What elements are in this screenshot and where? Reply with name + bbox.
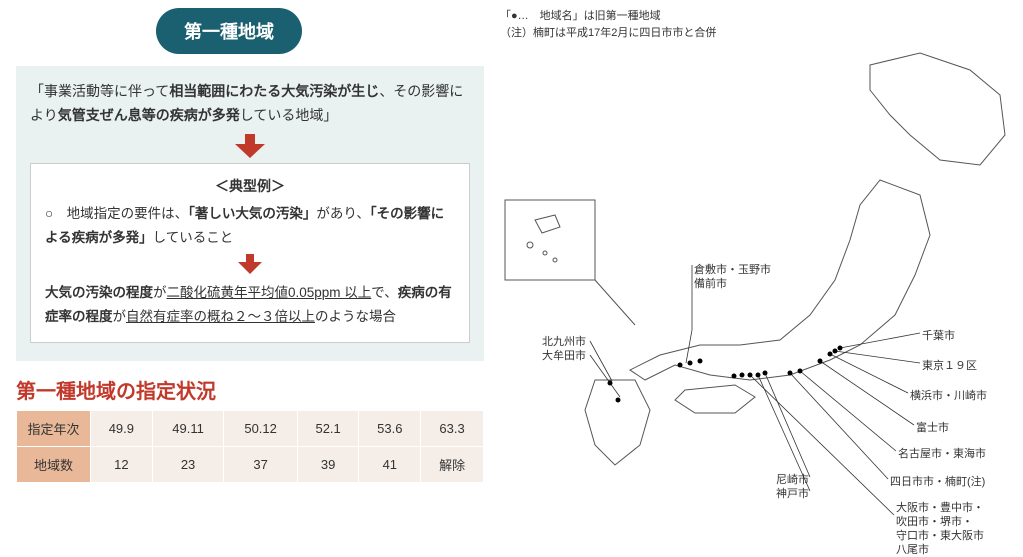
right-panel: 「●… 地域名」は旧第一種地域 （注）楠町は平成17年2月に四日市市と合併	[500, 8, 1020, 538]
example-box: ＜典型例＞ ○ 地域指定の要件は、「著しい大気の汚染」があり、「その影響による疾…	[30, 163, 470, 343]
legend-line: （注）楠町は平成17年2月に四日市市と合併	[500, 25, 1020, 42]
arrow-down-icon	[30, 134, 470, 161]
example-line1: ○ 地域指定の要件は、「著しい大気の汚染」があり、「その影響による疾病が多発」し…	[45, 202, 455, 251]
row-header: 指定年次	[17, 410, 91, 446]
map-label: 大阪市・豊中市・	[896, 501, 984, 515]
japan-map-svg	[500, 45, 1020, 545]
row-header: 地域数	[17, 446, 91, 482]
table-title: 第一種地域の指定状況	[16, 375, 484, 404]
legend: 「●… 地域名」は旧第一種地域 （注）楠町は平成17年2月に四日市市と合併	[500, 8, 1020, 41]
map-label: 千葉市	[922, 329, 955, 343]
map-label: 備前市	[694, 277, 727, 291]
map-label: 北九州市	[542, 335, 586, 349]
map-label: 富士市	[916, 421, 949, 435]
map-label: 名古屋市・東海市	[898, 447, 986, 461]
map-label: 倉敷市・玉野市	[694, 263, 771, 277]
map-label: 四日市市・楠町(注)	[890, 475, 985, 489]
region-badge: 第一種地域	[156, 8, 302, 54]
arrow-down-icon	[45, 254, 455, 277]
table-row: 地域数 12 23 37 39 41 解除	[17, 446, 484, 482]
map-label: 横浜市・川崎市	[910, 389, 987, 403]
description: 「事業活動等に伴って相当範囲にわたる大気汚染が生じ、その影響により気管支ぜん息等…	[30, 80, 470, 128]
japan-map: 倉敷市・玉野市備前市北九州市大牟田市 千葉市東京１９区横浜市・川崎市富士市名古屋市…	[500, 45, 1020, 545]
map-label: 東京１９区	[922, 359, 977, 373]
legend-line: 「●… 地域名」は旧第一種地域	[500, 8, 1020, 25]
left-panel: 第一種地域 「事業活動等に伴って相当範囲にわたる大気汚染が生じ、その影響により気…	[16, 8, 484, 483]
info-box: 「事業活動等に伴って相当範囲にわたる大気汚染が生じ、その影響により気管支ぜん息等…	[16, 66, 484, 361]
table-row: 指定年次 49.9 49.11 50.12 52.1 53.6 63.3	[17, 410, 484, 446]
designation-table: 指定年次 49.9 49.11 50.12 52.1 53.6 63.3 地域数…	[16, 410, 484, 483]
map-label: 尼崎市	[776, 473, 809, 487]
map-label: 大牟田市	[542, 349, 586, 363]
map-label: 神戸市	[776, 487, 809, 501]
example-title: ＜典型例＞	[45, 176, 455, 196]
map-label: 八尾市	[896, 543, 929, 557]
map-label: 吹田市・堺市・	[896, 515, 973, 529]
example-line2: 大気の汚染の程度が二酸化硫黄年平均値0.05ppm 以上で、疾病の有症率の程度が…	[45, 281, 455, 330]
map-label: 守口市・東大阪市	[896, 529, 984, 543]
